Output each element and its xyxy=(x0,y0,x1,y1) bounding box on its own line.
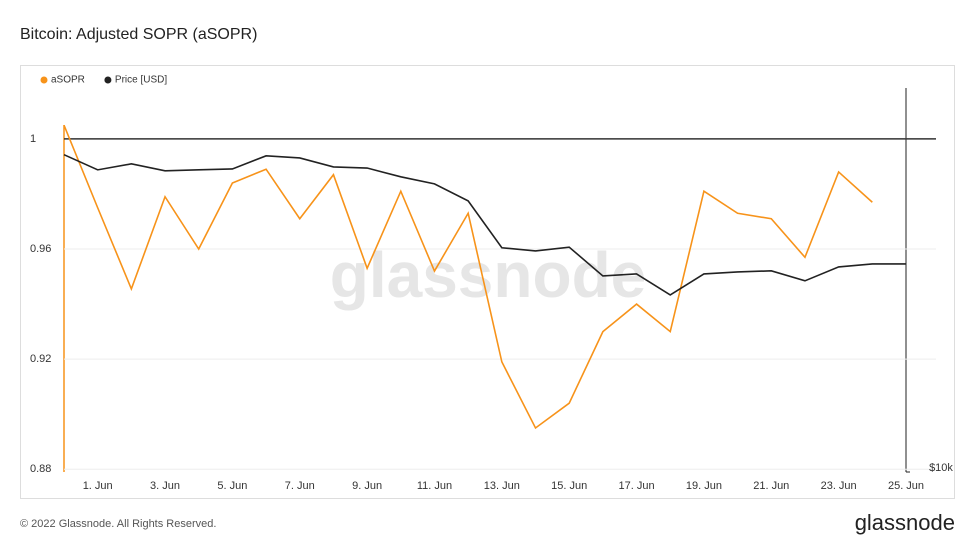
x-tick-label: 7. Jun xyxy=(285,480,315,492)
x-tick-label: 21. Jun xyxy=(753,480,789,492)
x-tick-label: 19. Jun xyxy=(686,480,722,492)
y-tick-label: 0.88 xyxy=(30,463,51,475)
y-tick-label: 0.92 xyxy=(30,353,51,365)
series-line xyxy=(63,153,906,296)
title: Bitcoin: Adjusted SOPR (aSOPR) xyxy=(20,26,257,43)
x-tick-label: 5. Jun xyxy=(217,480,247,492)
logo: glassnode xyxy=(855,510,955,535)
x-tick-label: 15. Jun xyxy=(551,480,587,492)
x-tick-label: 1. Jun xyxy=(83,480,113,492)
y2-tick-label: $10k xyxy=(929,462,953,474)
x-tick-label: 25. Jun xyxy=(888,480,924,492)
x-tick-label: 17. Jun xyxy=(619,480,655,492)
x-tick-label: 13. Jun xyxy=(484,480,520,492)
legend-swatch xyxy=(104,76,112,84)
legend-swatch xyxy=(40,76,48,84)
y-tick-label: 1 xyxy=(30,133,36,145)
x-tick-label: 9. Jun xyxy=(352,480,382,492)
chart-frame xyxy=(20,65,955,499)
x-tick-label: 3. Jun xyxy=(150,480,180,492)
footer: © 2022 Glassnode. All Rights Reserved. xyxy=(20,518,216,530)
legend-label: Price [USD] xyxy=(115,75,167,86)
y-tick-label: 0.96 xyxy=(30,243,51,255)
x-tick-label: 23. Jun xyxy=(821,480,857,492)
x-tick-label: 11. Jun xyxy=(417,480,452,492)
legend-label: aSOPR xyxy=(51,75,85,86)
series-line xyxy=(63,124,873,430)
